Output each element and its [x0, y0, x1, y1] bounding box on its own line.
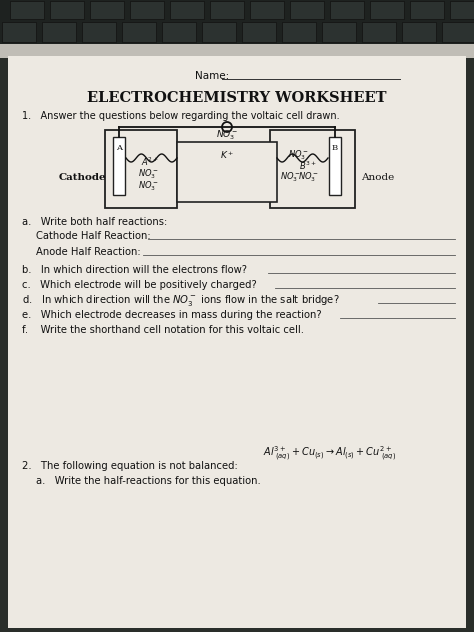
Text: $NO_3^-$: $NO_3^-$: [298, 170, 319, 184]
Text: $NO_3^-$: $NO_3^-$: [280, 170, 301, 184]
Bar: [442, 22, 474, 42]
Bar: [370, 1, 404, 19]
Text: $NO_3^-$: $NO_3^-$: [216, 128, 238, 142]
Bar: [90, 1, 124, 19]
Bar: [330, 1, 364, 19]
Text: e.   Which electrode decreases in mass during the reaction?: e. Which electrode decreases in mass dur…: [22, 310, 322, 320]
Bar: [0, 44, 474, 58]
Bar: [250, 1, 284, 19]
Bar: [42, 22, 76, 42]
Bar: [450, 1, 474, 19]
Text: b.   In which direction will the electrons flow?: b. In which direction will the electrons…: [22, 265, 247, 275]
Bar: [282, 22, 316, 42]
Text: a.   Write both half reactions:: a. Write both half reactions:: [22, 217, 167, 227]
Text: 1.   Answer the questions below regarding the voltaic cell drawn.: 1. Answer the questions below regarding …: [22, 111, 340, 121]
Bar: [290, 1, 324, 19]
Bar: [329, 137, 341, 195]
Bar: [10, 1, 44, 19]
Text: f.    Write the shorthand cell notation for this voltaic cell.: f. Write the shorthand cell notation for…: [22, 325, 304, 335]
Text: ELECTROCHEMISTRY WORKSHEET: ELECTROCHEMISTRY WORKSHEET: [87, 91, 387, 105]
Text: 2.   The following equation is not balanced:: 2. The following equation is not balance…: [22, 461, 238, 471]
Text: $A^{2+}$: $A^{2+}$: [141, 156, 159, 168]
Text: A: A: [116, 144, 122, 152]
Text: Anode: Anode: [361, 174, 395, 183]
Text: d.   In which direction will the $NO_3^-$ ions flow in the salt bridge?: d. In which direction will the $NO_3^-$ …: [22, 293, 340, 308]
Bar: [402, 22, 436, 42]
Bar: [202, 22, 236, 42]
Bar: [2, 22, 36, 42]
Bar: [162, 22, 196, 42]
Bar: [130, 1, 164, 19]
Text: Cathode Half Reaction:: Cathode Half Reaction:: [36, 231, 151, 241]
Bar: [362, 22, 396, 42]
Bar: [122, 22, 156, 42]
Text: B: B: [332, 144, 338, 152]
Text: c.   Which electrode will be positively charged?: c. Which electrode will be positively ch…: [22, 280, 257, 290]
Text: $Al^{3+}_{\ (aq)} + Cu_{(s)} \rightarrow Al_{(s)} + Cu^{2+}_{\ (aq)}$: $Al^{3+}_{\ (aq)} + Cu_{(s)} \rightarrow…: [264, 445, 397, 463]
Bar: [242, 22, 276, 42]
Text: Anode Half Reaction:: Anode Half Reaction:: [36, 247, 141, 257]
Text: $NO_3^-$: $NO_3^-$: [137, 167, 158, 181]
Bar: [50, 1, 84, 19]
Bar: [113, 137, 125, 195]
Bar: [210, 1, 244, 19]
Bar: [322, 22, 356, 42]
Bar: [410, 1, 444, 19]
Bar: [82, 22, 116, 42]
Bar: [270, 130, 355, 208]
Text: $NO_3^-$: $NO_3^-$: [137, 179, 158, 193]
Text: $K^+$: $K^+$: [220, 149, 234, 161]
Bar: [105, 130, 177, 208]
Bar: [170, 1, 204, 19]
Text: a.   Write the half-reactions for this equation.: a. Write the half-reactions for this equ…: [36, 476, 261, 486]
Bar: [0, 0, 474, 48]
Text: Cathode: Cathode: [58, 174, 106, 183]
Text: $B^{3+}$: $B^{3+}$: [299, 160, 317, 172]
Text: Name:: Name:: [195, 71, 229, 81]
Text: $NO_3^-$: $NO_3^-$: [288, 149, 309, 162]
Bar: [177, 142, 277, 202]
